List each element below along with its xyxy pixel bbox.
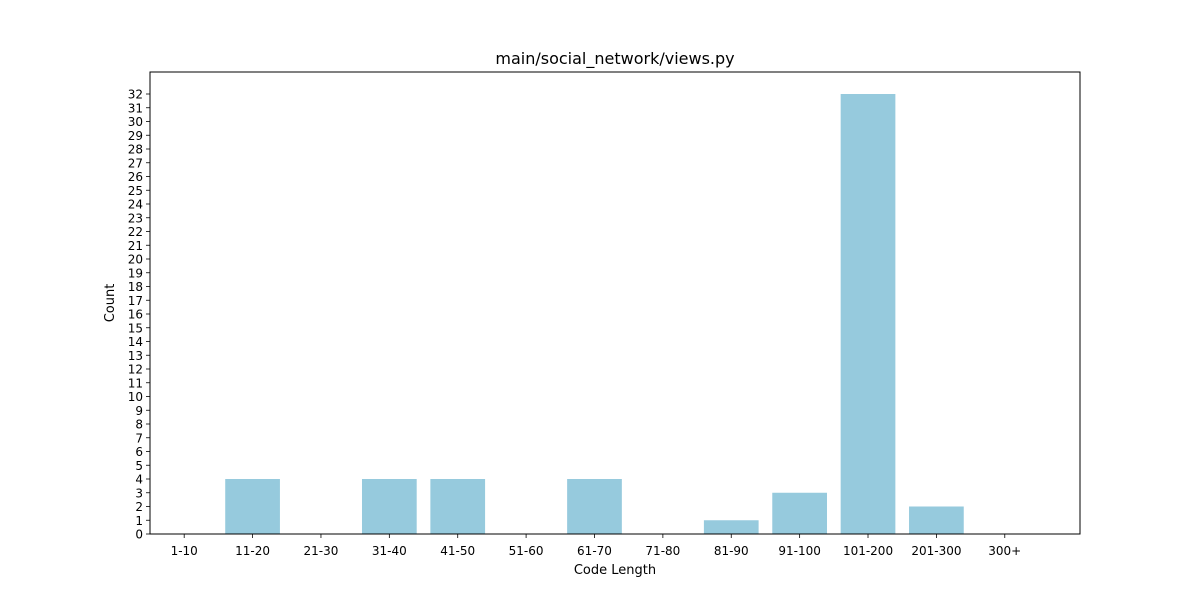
y-tick-label: 23 [128, 211, 143, 225]
y-axis-label: Count [103, 284, 118, 323]
y-tick-label: 2 [135, 500, 143, 514]
chart-title: main/social_network/views.py [495, 49, 734, 69]
y-tick-label: 12 [128, 363, 143, 377]
bar-31-40 [361, 479, 417, 534]
x-axis-ticks: 1-10 11-20 21-30 31-40 41-50 51-60 61-70 71-80 8… [171, 534, 1021, 558]
y-tick-label: 3 [135, 486, 143, 500]
y-tick-label: 31 [128, 101, 143, 115]
y-tick-label: 7 [135, 431, 143, 445]
bar-61-70 [567, 479, 622, 534]
bar-41-50 [430, 479, 486, 534]
x-tick-label: 51-60 [509, 544, 544, 558]
y-tick-label: 29 [128, 129, 143, 143]
y-tick-label: 18 [128, 280, 143, 294]
x-tick-label: 300+ [988, 544, 1021, 558]
y-tick-label: 19 [128, 266, 143, 280]
x-tick-label: 41-50 [440, 544, 475, 558]
y-tick-label: 20 [128, 253, 143, 267]
y-tick-label: 22 [128, 225, 143, 239]
y-tick-label: 32 [128, 88, 143, 102]
x-tick-label: 21-30 [304, 544, 339, 558]
x-tick-label: 101-200 [843, 544, 893, 558]
y-tick-label: 21 [128, 239, 143, 253]
bar-81-90 [703, 520, 759, 534]
x-tick-label: 1-10 [171, 544, 198, 558]
x-tick-label: 71-80 [645, 544, 680, 558]
y-tick-label: 11 [128, 376, 143, 390]
y-tick-label: 15 [128, 321, 143, 335]
bars-group [225, 94, 964, 534]
bar-201-300 [909, 506, 964, 534]
y-tick-label: 8 [135, 418, 143, 432]
y-axis-ticks: 0123456789101112131415161718192021222324… [128, 88, 150, 542]
y-tick-label: 24 [128, 198, 143, 212]
x-tick-label: 61-70 [577, 544, 612, 558]
y-tick-label: 28 [128, 143, 143, 157]
x-tick-label: 31-40 [372, 544, 407, 558]
y-tick-label: 26 [128, 170, 143, 184]
y-tick-label: 6 [135, 445, 143, 459]
y-tick-label: 14 [128, 335, 143, 349]
y-tick-label: 5 [135, 459, 143, 473]
y-tick-label: 30 [128, 115, 143, 129]
x-axis-label: Code Length [574, 563, 656, 578]
x-tick-label: 91-100 [778, 544, 821, 558]
y-tick-label: 1 [135, 514, 143, 528]
y-tick-label: 17 [128, 294, 143, 308]
bar-101-200 [840, 94, 896, 534]
x-tick-label: 11-20 [235, 544, 270, 558]
bar-91-100 [772, 492, 827, 534]
x-tick-label: 81-90 [714, 544, 749, 558]
y-tick-label: 27 [128, 156, 143, 170]
y-tick-label: 25 [128, 184, 143, 198]
plot-frame [149, 71, 1081, 535]
bar-11-20 [225, 479, 280, 534]
y-tick-label: 0 [135, 528, 143, 542]
y-tick-label: 16 [128, 308, 143, 322]
x-tick-label: 201-300 [911, 544, 961, 558]
y-tick-label: 10 [128, 390, 143, 404]
y-tick-label: 9 [135, 404, 143, 418]
y-tick-label: 4 [135, 473, 143, 487]
y-tick-label: 13 [128, 349, 143, 363]
